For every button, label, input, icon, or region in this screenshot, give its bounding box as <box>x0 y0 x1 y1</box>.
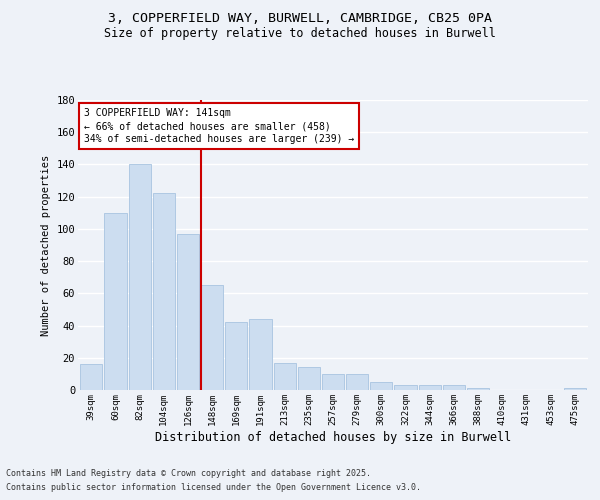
Text: 3, COPPERFIELD WAY, BURWELL, CAMBRIDGE, CB25 0PA: 3, COPPERFIELD WAY, BURWELL, CAMBRIDGE, … <box>108 12 492 26</box>
Bar <box>563 388 586 390</box>
Bar <box>152 194 175 390</box>
Bar <box>443 385 465 390</box>
Bar <box>104 213 127 390</box>
Bar <box>128 164 151 390</box>
Bar <box>298 368 320 390</box>
Bar <box>346 374 368 390</box>
Bar <box>177 234 199 390</box>
Bar <box>322 374 344 390</box>
Y-axis label: Number of detached properties: Number of detached properties <box>41 154 51 336</box>
Bar <box>394 385 416 390</box>
Bar <box>419 385 441 390</box>
Bar <box>274 362 296 390</box>
Bar <box>370 382 392 390</box>
Bar <box>250 319 272 390</box>
Text: 3 COPPERFIELD WAY: 141sqm
← 66% of detached houses are smaller (458)
34% of semi: 3 COPPERFIELD WAY: 141sqm ← 66% of detac… <box>84 108 354 144</box>
Text: Contains public sector information licensed under the Open Government Licence v3: Contains public sector information licen… <box>6 484 421 492</box>
Text: Size of property relative to detached houses in Burwell: Size of property relative to detached ho… <box>104 28 496 40</box>
X-axis label: Distribution of detached houses by size in Burwell: Distribution of detached houses by size … <box>155 430 511 444</box>
Bar <box>201 286 223 390</box>
Bar <box>225 322 247 390</box>
Text: Contains HM Land Registry data © Crown copyright and database right 2025.: Contains HM Land Registry data © Crown c… <box>6 468 371 477</box>
Bar <box>467 388 489 390</box>
Bar <box>80 364 103 390</box>
